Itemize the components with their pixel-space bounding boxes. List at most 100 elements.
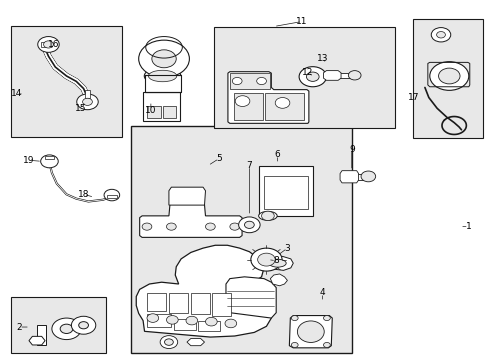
Ellipse shape [268,259,285,267]
Circle shape [205,318,217,326]
Circle shape [299,67,326,87]
Circle shape [185,316,197,325]
Circle shape [79,321,88,329]
Circle shape [166,316,178,324]
Bar [143,92,179,121]
Circle shape [232,77,242,85]
Bar [229,73,269,89]
Bar [44,156,54,159]
Bar [11,297,105,353]
Bar [264,176,307,209]
Circle shape [164,339,173,345]
Text: 18: 18 [78,190,89,199]
Circle shape [147,314,158,322]
Polygon shape [225,277,276,318]
Circle shape [291,342,298,347]
Circle shape [71,316,96,334]
Bar [341,174,370,180]
Circle shape [244,221,254,228]
Text: 17: 17 [407,93,419,102]
Circle shape [436,32,445,38]
Circle shape [429,62,468,90]
Bar [84,90,90,98]
Polygon shape [270,274,287,286]
Bar [131,126,351,353]
Circle shape [438,68,459,84]
Bar [147,293,166,311]
Text: 9: 9 [348,145,354,154]
Text: 10: 10 [145,105,156,114]
Text: 13: 13 [316,54,327,63]
Polygon shape [323,71,340,80]
Text: 6: 6 [274,150,280,159]
Text: 2: 2 [17,323,22,332]
Circle shape [257,253,275,266]
Ellipse shape [148,70,176,82]
Circle shape [306,72,319,81]
Circle shape [275,98,289,108]
Circle shape [430,28,450,42]
Bar [144,75,181,92]
Bar [211,293,231,316]
Circle shape [160,336,177,348]
Bar [173,319,195,329]
Ellipse shape [258,211,277,220]
Circle shape [229,223,239,230]
Bar [233,93,263,120]
Circle shape [205,223,215,230]
Polygon shape [29,336,45,345]
Circle shape [238,217,260,233]
Polygon shape [261,256,293,270]
Bar [37,325,46,345]
Circle shape [360,171,375,182]
Circle shape [323,342,330,347]
Circle shape [323,316,330,320]
Bar [214,27,394,128]
Circle shape [347,71,360,80]
Text: 11: 11 [296,17,307,26]
Polygon shape [186,338,204,346]
Bar [41,42,48,46]
Polygon shape [339,171,358,183]
Circle shape [256,77,266,85]
Bar [326,73,352,78]
Circle shape [41,155,58,168]
Text: 8: 8 [273,256,279,265]
Polygon shape [136,245,272,337]
Polygon shape [168,187,205,205]
Bar [190,293,210,315]
Circle shape [166,223,176,230]
Circle shape [250,248,282,271]
Ellipse shape [144,67,181,85]
Text: 4: 4 [319,288,325,297]
Bar [11,26,122,137]
Circle shape [43,41,53,48]
Circle shape [104,189,120,201]
Polygon shape [227,72,308,123]
Text: 5: 5 [216,154,222,163]
Circle shape [139,40,189,77]
Text: 16: 16 [47,40,59,49]
Bar [147,315,171,327]
Text: 14: 14 [11,89,22,98]
Circle shape [152,50,176,68]
Bar [168,293,188,313]
Text: 3: 3 [284,244,290,253]
Bar [162,106,176,118]
Circle shape [235,96,249,107]
Circle shape [291,316,298,320]
Circle shape [38,37,59,52]
Polygon shape [289,316,331,348]
Bar [107,195,117,198]
Circle shape [77,94,98,110]
Text: 12: 12 [302,68,313,77]
Circle shape [82,98,92,105]
Circle shape [52,318,81,339]
Text: 7: 7 [246,161,252,170]
Text: 1: 1 [465,222,471,231]
Bar [147,106,160,118]
Bar [198,320,220,331]
Circle shape [60,324,73,333]
Circle shape [142,223,152,230]
Bar [259,166,312,216]
